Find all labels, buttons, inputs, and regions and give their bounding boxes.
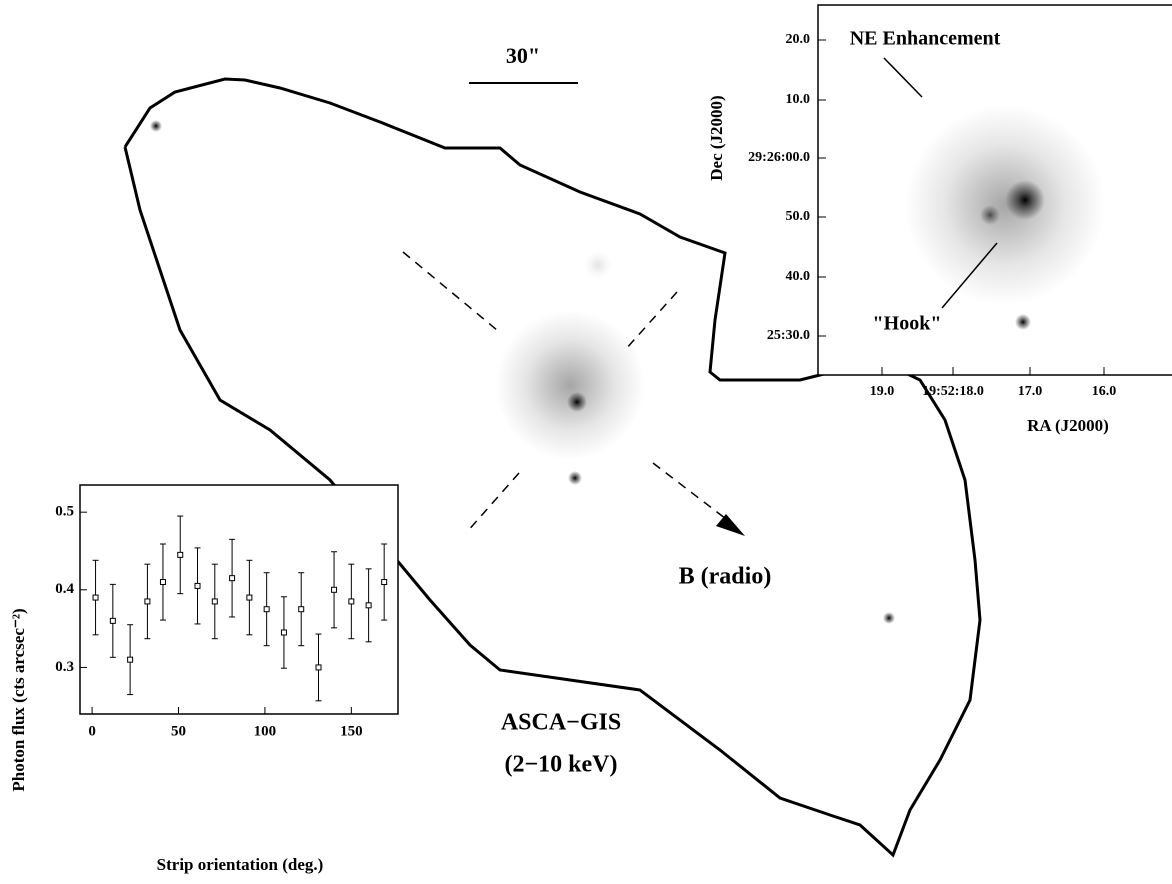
y-axis-label: Photon flux (cts arcsec⁻²)	[9, 608, 28, 791]
data-point	[178, 552, 183, 557]
instrument-label: ASCA−GIS	[501, 710, 621, 736]
data-point	[316, 665, 321, 670]
data-point	[93, 595, 98, 600]
annotation: NE Enhancement	[850, 28, 1001, 50]
x-axis-label: Strip orientation (deg.)	[157, 855, 324, 874]
data-point	[128, 657, 133, 662]
data-point	[110, 618, 115, 623]
figure: 30" B (radio) ASCA−GIS (2−10 keV) NE Enh…	[0, 0, 1172, 884]
data-point	[382, 580, 387, 585]
inset-x-tick-label: 17.0	[1018, 384, 1043, 399]
inset-image	[818, 5, 1172, 375]
data-point	[195, 583, 200, 588]
data-point	[299, 607, 304, 612]
source-label: B (radio)	[679, 564, 772, 590]
data-point	[212, 599, 217, 604]
arrow-head	[716, 514, 745, 536]
y-tick-label: 0.5	[55, 504, 74, 520]
inset-x-label: RA (J2000)	[1027, 416, 1109, 435]
y-tick-label: 0.3	[55, 659, 74, 675]
inset-x-tick-label: 19.0	[870, 384, 895, 399]
data-point	[366, 603, 371, 608]
scale-label: 30"	[506, 43, 540, 68]
inset-y-tick-label: 40.0	[786, 269, 811, 284]
inset-y-label: Dec (J2000)	[707, 95, 726, 180]
band-label: (2−10 keV)	[505, 752, 618, 778]
data-point	[230, 576, 235, 581]
data-point	[349, 599, 354, 604]
data-point	[264, 607, 269, 612]
data-point	[247, 595, 252, 600]
data-point	[332, 587, 337, 592]
y-tick-label: 0.4	[55, 581, 74, 597]
inset-y-tick-label: 50.0	[786, 209, 811, 224]
x-tick-label: 50	[171, 723, 186, 739]
data-point	[145, 599, 150, 604]
inset-y-tick-label: 25:30.0	[767, 328, 810, 343]
inset-y-tick-label: 29:26:00.0	[748, 150, 810, 165]
x-tick-label: 150	[340, 723, 363, 739]
data-point	[281, 630, 286, 635]
x-tick-label: 0	[88, 723, 96, 739]
x-tick-label: 100	[254, 723, 277, 739]
data-point	[160, 580, 165, 585]
inset-x-tick-label: 16.0	[1092, 384, 1117, 399]
inset-y-tick-label: 10.0	[786, 92, 811, 107]
annotation: "Hook"	[873, 313, 942, 335]
inset-x-tick-label: 19:52:18.0	[922, 384, 984, 399]
inset-y-tick-label: 20.0	[786, 32, 811, 47]
